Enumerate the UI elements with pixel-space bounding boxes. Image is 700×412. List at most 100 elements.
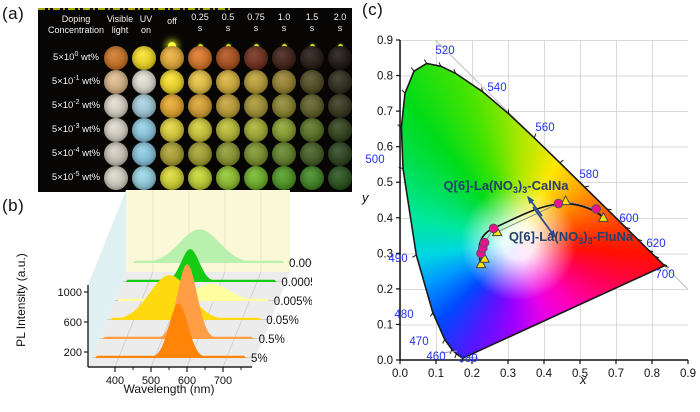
- locus-wavelength-tick: [443, 339, 445, 343]
- annotation-calna: Q[6]-La(NO3)3-CalNa: [444, 178, 570, 195]
- c-y-tick-label: 0.8: [377, 71, 393, 83]
- c-y-tick-label: 0.6: [377, 142, 393, 154]
- series-label: 0.00005%: [289, 258, 312, 270]
- wavelength-label-490: 490: [388, 253, 407, 265]
- data-point-circle: [554, 199, 563, 208]
- sample-disc: [244, 118, 268, 142]
- locus-wavelength-tick: [430, 313, 433, 317]
- sample-disc: [272, 166, 296, 190]
- calna-arrow: [528, 197, 542, 216]
- series-label: 0.5%: [259, 334, 285, 346]
- sample-disc: [104, 46, 128, 70]
- panel-c-label: (c): [362, 0, 383, 20]
- locus-wavelength-tick: [402, 90, 405, 93]
- series-label: 5%: [251, 353, 268, 365]
- sample-disc: [132, 166, 156, 190]
- c-x-tick-label: 0.1: [428, 368, 444, 380]
- sample-disc: [160, 118, 184, 142]
- c-x-tick-label: 0.0: [392, 368, 408, 380]
- locus-wavelength-tick: [412, 255, 416, 257]
- sample-disc: [188, 118, 212, 142]
- locus-wavelength-tick: [411, 68, 414, 72]
- annotation-part: Q[6]-La(NO: [444, 178, 513, 193]
- sample-disc: [244, 70, 268, 94]
- sample-disc: [300, 142, 324, 166]
- sample-disc: [300, 46, 324, 70]
- b-y-tick-label: 200: [64, 347, 82, 359]
- wavelength-label-580: 580: [579, 169, 598, 181]
- annotation-fluna: Q[6]-La(NO3)3-FluNa: [509, 229, 634, 246]
- sample-disc: [216, 118, 240, 142]
- row-label: 5×10-3 wt%: [40, 123, 112, 135]
- sample-disc: [244, 94, 268, 118]
- wavelength-label-380: 380: [458, 353, 477, 365]
- sample-disc: [160, 46, 184, 70]
- panel-b-x-axis-title: Wavelength (nm): [89, 382, 249, 396]
- b-y-tick-label: 600: [64, 317, 82, 329]
- wavelength-label-540: 540: [487, 82, 506, 94]
- sample-disc: [272, 118, 296, 142]
- c-x-tick-label: 0.7: [608, 368, 624, 380]
- locus-wavelength-tick: [560, 160, 564, 163]
- sample-disc: [272, 46, 296, 70]
- sample-disc: [132, 118, 156, 142]
- c-x-tick-label: 0.8: [644, 368, 660, 380]
- row-label: 5×10-4 wt%: [40, 147, 112, 159]
- series-label: 0.05%: [266, 315, 299, 327]
- wavelength-label-700: 700: [655, 269, 674, 281]
- wavelength-label-480: 480: [394, 309, 413, 321]
- locus-wavelength-tick: [455, 354, 457, 358]
- sample-disc: [272, 70, 296, 94]
- sample-disc: [216, 94, 240, 118]
- sample-disc: [188, 142, 212, 166]
- sample-disc: [104, 70, 128, 94]
- sample-disc: [188, 46, 212, 70]
- sample-disc: [216, 142, 240, 166]
- sample-disc: [300, 70, 324, 94]
- data-point-circle: [489, 224, 498, 233]
- sample-disc: [132, 46, 156, 70]
- panel-b-svg: 0.00005%0.0005%0.005%0.05%0.5%5%20060010…: [0, 188, 312, 407]
- locus-wavelength-tick: [585, 186, 589, 187]
- sample-disc: [272, 142, 296, 166]
- data-point-circle: [480, 238, 489, 247]
- panel-b-plot: 0.00005%0.0005%0.005%0.05%0.5%5%20060010…: [0, 188, 312, 407]
- sample-disc: [328, 142, 352, 166]
- sample-disc: [104, 118, 128, 142]
- sample-disc: [160, 94, 184, 118]
- row-label: 5×10-5 wt%: [40, 171, 112, 183]
- wavelength-label-470: 470: [409, 336, 428, 348]
- sample-disc: [300, 166, 324, 190]
- sample-disc: [188, 70, 212, 94]
- sample-disc: [300, 118, 324, 142]
- panel-a-label: (a): [2, 4, 24, 24]
- sample-disc: [328, 70, 352, 94]
- sample-disc: [188, 94, 212, 118]
- header-uv-off: off: [159, 16, 185, 27]
- c-x-tick-label: 0.3: [500, 368, 516, 380]
- sample-disc: [160, 142, 184, 166]
- annotation-part: -FluNa: [593, 229, 634, 244]
- c-y-tick-label: 0.4: [377, 213, 394, 225]
- panel-c-x-axis-title: x: [580, 372, 587, 387]
- sample-disc: [328, 166, 352, 190]
- sample-disc: [216, 166, 240, 190]
- row-label: 5×10-2 wt%: [40, 99, 112, 111]
- sample-disc: [244, 46, 268, 70]
- sample-disc: [244, 142, 268, 166]
- afterglow-timeline: [38, 8, 230, 10]
- sample-disc: [328, 118, 352, 142]
- series-label: 0.0005%: [281, 277, 312, 289]
- sample-disc: [188, 166, 212, 190]
- sample-disc: [272, 94, 296, 118]
- panel-b-y-axis-title: PL Intensity (a.u.): [14, 220, 30, 380]
- row-label: 5×100 wt%: [40, 51, 112, 63]
- annotation-part: Q[6]-La(NO: [509, 229, 578, 244]
- c-y-tick-label: 0.9: [377, 35, 393, 47]
- c-y-tick-label: 0.1: [377, 319, 393, 331]
